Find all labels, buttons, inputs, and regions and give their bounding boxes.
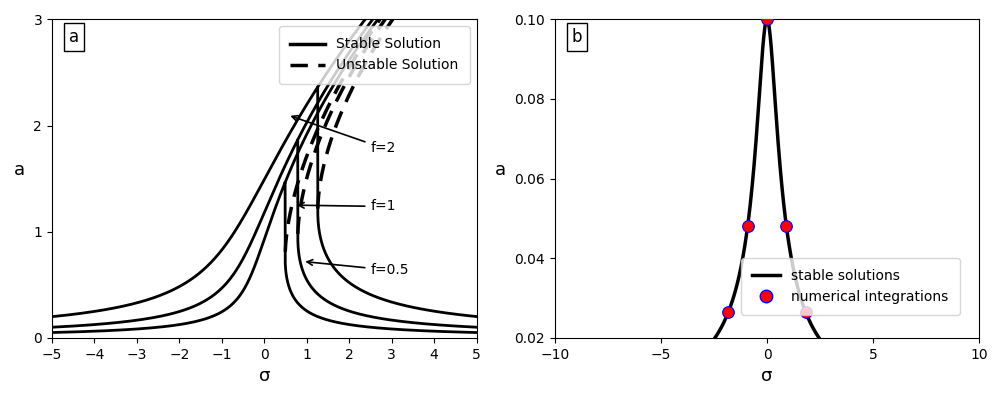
Point: [662, 371, 678, 377]
Text: f=0.5: f=0.5: [307, 260, 409, 277]
Y-axis label: a: a: [14, 161, 25, 179]
Point: [894, 383, 910, 389]
Text: f=1: f=1: [299, 200, 396, 213]
Point: [604, 387, 620, 393]
Point: [720, 309, 736, 315]
Point: [585, 390, 601, 396]
Y-axis label: a: a: [495, 161, 506, 179]
Legend: stable solutions, numerical integrations: stable solutions, numerical integrations: [741, 258, 960, 315]
Point: [798, 309, 814, 315]
Point: [739, 222, 756, 229]
Point: [971, 394, 987, 399]
Point: [566, 392, 582, 399]
Point: [875, 378, 891, 384]
Point: [547, 394, 563, 399]
Point: [837, 360, 853, 366]
Point: [817, 342, 833, 349]
Point: [624, 383, 640, 389]
Text: f=2: f=2: [292, 116, 396, 155]
Text: a: a: [69, 28, 79, 45]
Point: [933, 390, 949, 396]
Point: [856, 371, 872, 377]
Point: [643, 378, 659, 384]
Point: [779, 222, 795, 229]
Legend: Stable Solution, Unstable Solution: Stable Solution, Unstable Solution: [280, 26, 470, 83]
Point: [952, 392, 968, 399]
Point: [681, 360, 697, 366]
Point: [914, 387, 930, 393]
Point: [701, 342, 717, 349]
X-axis label: σ: σ: [762, 367, 773, 385]
Text: b: b: [572, 28, 582, 45]
X-axis label: σ: σ: [259, 367, 270, 385]
Point: [759, 16, 775, 23]
